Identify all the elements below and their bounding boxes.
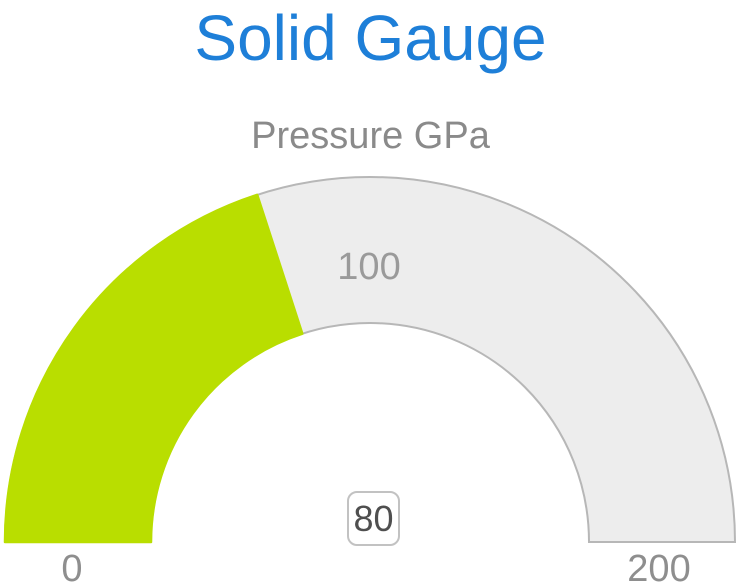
tick-label-max: 200 [627, 548, 691, 587]
gauge-value-arc [3, 193, 304, 544]
gauge-value-label: 80 [353, 497, 394, 539]
chart-subtitle: Pressure GPa [251, 115, 490, 157]
gauge-value-box: 80 [347, 491, 400, 546]
tick-label-min: 0 [61, 548, 83, 587]
chart-title: Solid Gauge [194, 2, 547, 74]
tick-label-mid: 100 [337, 246, 401, 288]
